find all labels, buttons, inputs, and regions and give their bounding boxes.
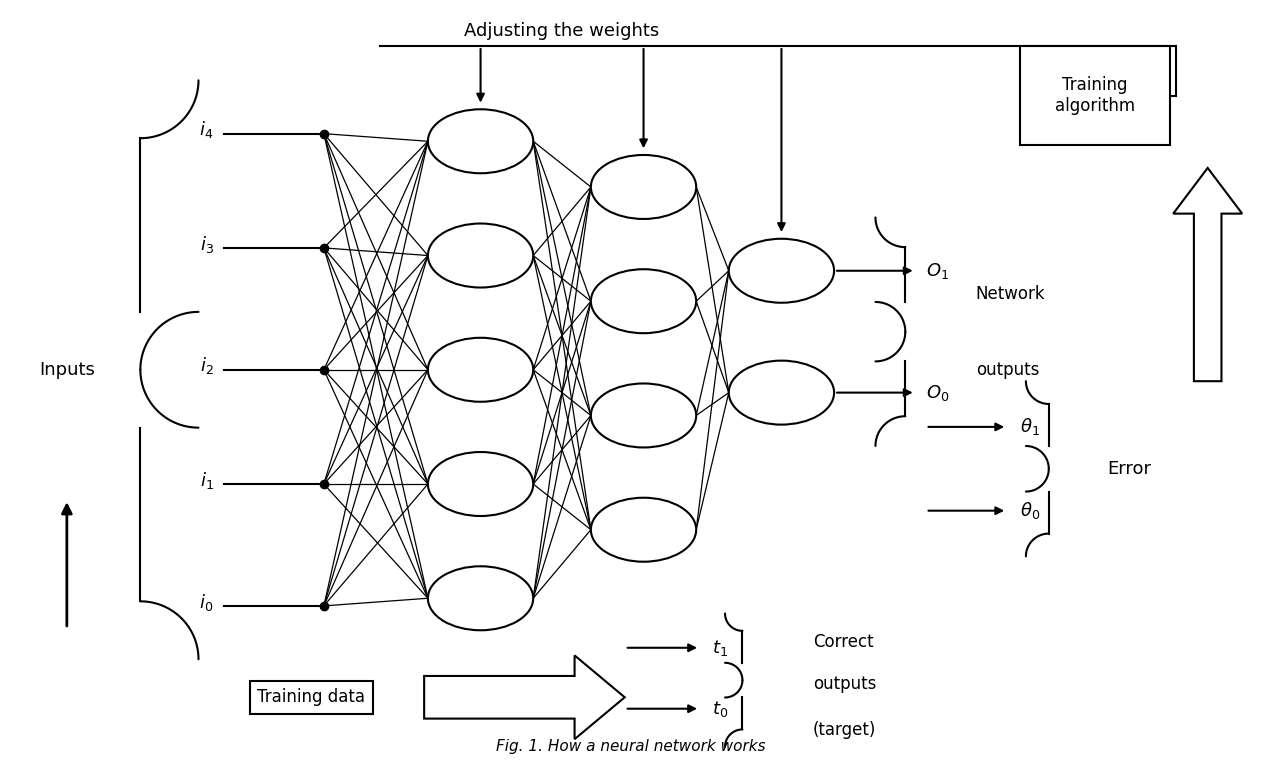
Circle shape <box>428 338 534 402</box>
Text: Adjusting the weights: Adjusting the weights <box>464 22 660 40</box>
Circle shape <box>591 383 697 447</box>
Circle shape <box>591 497 697 561</box>
Text: outputs: outputs <box>813 675 876 693</box>
FancyBboxPatch shape <box>1020 46 1170 145</box>
Circle shape <box>591 155 697 219</box>
Text: Error: Error <box>1107 460 1151 477</box>
Circle shape <box>428 109 534 173</box>
Text: outputs: outputs <box>976 361 1039 379</box>
Circle shape <box>428 452 534 516</box>
Circle shape <box>728 360 834 424</box>
Text: $i_3$: $i_3$ <box>199 233 213 255</box>
Circle shape <box>428 223 534 287</box>
Text: $i_0$: $i_0$ <box>199 591 213 613</box>
Text: Training
algorithm: Training algorithm <box>1055 76 1135 115</box>
Text: $\theta_1$: $\theta_1$ <box>1020 417 1040 437</box>
Text: (target): (target) <box>813 721 876 738</box>
Text: Correct: Correct <box>813 633 873 651</box>
Text: $i_1$: $i_1$ <box>199 470 213 490</box>
FancyArrow shape <box>424 655 625 739</box>
Circle shape <box>591 270 697 333</box>
Text: Inputs: Inputs <box>39 361 95 379</box>
Text: $t_1$: $t_1$ <box>713 638 728 658</box>
Text: $\theta_0$: $\theta_0$ <box>1020 500 1040 521</box>
FancyArrow shape <box>1174 168 1242 381</box>
Text: $i_4$: $i_4$ <box>199 119 213 140</box>
Text: $O_0$: $O_0$ <box>925 383 949 403</box>
Text: Network: Network <box>976 285 1045 303</box>
Circle shape <box>728 239 834 303</box>
Text: $O_1$: $O_1$ <box>925 261 949 281</box>
Text: $i_2$: $i_2$ <box>199 356 213 377</box>
Text: Fig. 1. How a neural network works: Fig. 1. How a neural network works <box>496 739 766 755</box>
Text: Training data: Training data <box>257 688 365 706</box>
Circle shape <box>428 566 534 631</box>
Text: $t_0$: $t_0$ <box>713 698 728 718</box>
